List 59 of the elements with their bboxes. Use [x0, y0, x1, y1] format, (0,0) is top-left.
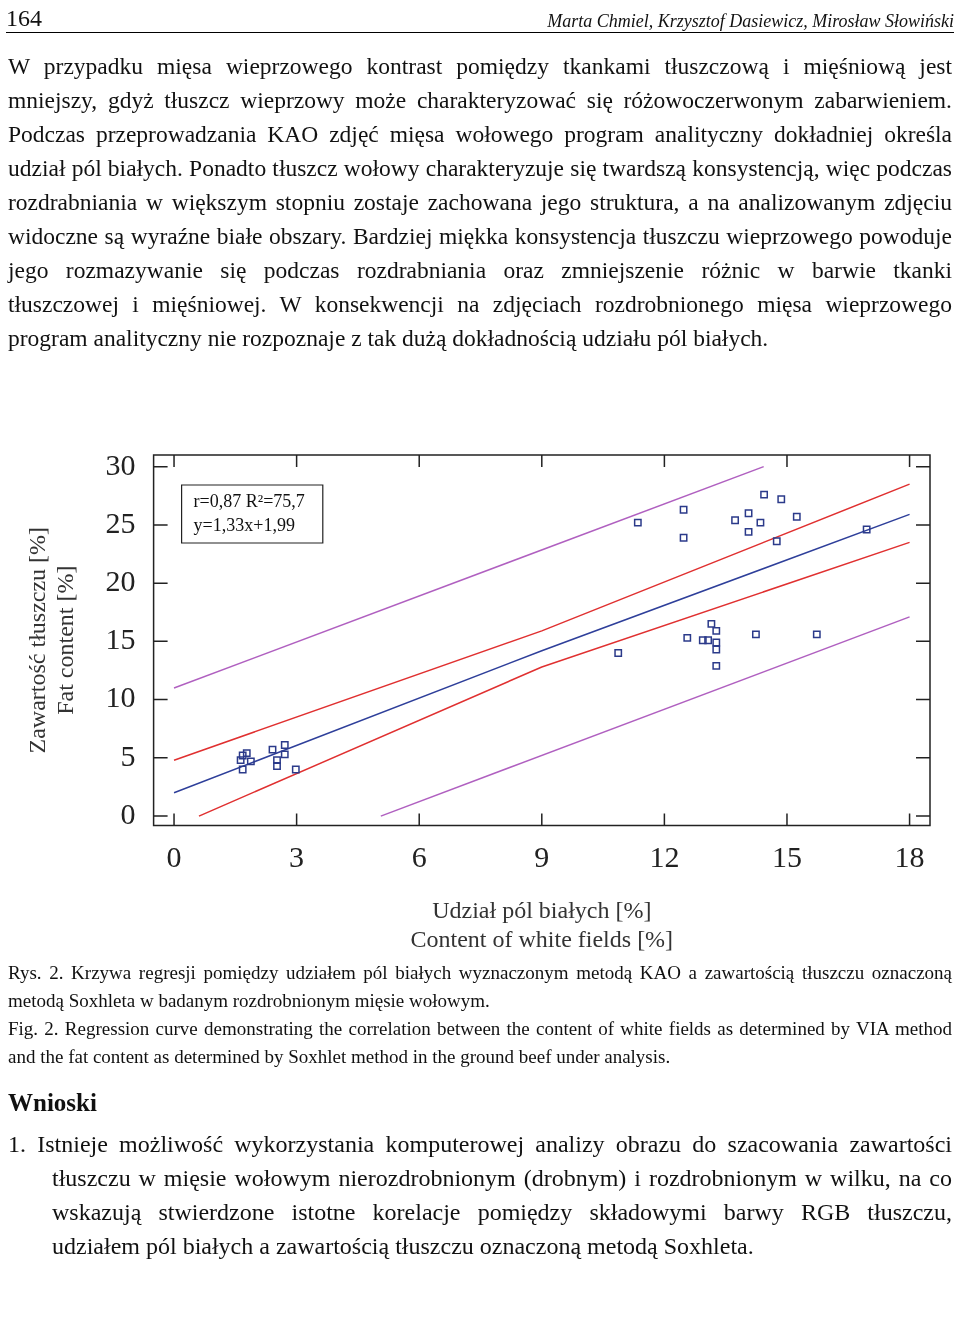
- point: [812, 630, 821, 639]
- point: [268, 745, 277, 754]
- point: [238, 765, 247, 774]
- text: 164: [6, 5, 42, 32]
- y-tick-label: 30: [105, 447, 136, 481]
- x-tick-label: 18: [894, 840, 925, 874]
- point: [273, 756, 281, 765]
- y-tick-label: 5: [120, 738, 136, 772]
- point: [792, 512, 801, 521]
- point: [280, 741, 289, 749]
- point: [712, 661, 721, 670]
- point: [777, 495, 786, 504]
- y-tick-label: 15: [105, 622, 136, 656]
- point: [712, 626, 721, 635]
- point: [236, 756, 245, 765]
- x-axis-title: Udział pól białych [%] Content of white fields [%]: [410, 897, 674, 952]
- point: [712, 638, 721, 647]
- y-tick-label: 25: [105, 505, 136, 539]
- point: [679, 533, 688, 542]
- y-axis-title: Zawartość tłuszczu [%] Fat content [%]: [23, 526, 79, 754]
- text: 1. Istnieje możliwość wykorzystania komputerowej analizy obrazu do szacowania zawartości tłuszczu w mięsie wołowym nierozdrobnionym (drobnym) i rozdrobnionym w wilku, na co wskazują stwierdzone istotne korelacje pomiędzy składowymi barwy RGB tłuszczu, udziałem pól białych a zawartością tłuszczu oznaczoną metodą Soxhleta.: [8, 1130, 952, 1261]
- point: [704, 636, 713, 645]
- annotation: r=0,87 R²=75,7: [193, 490, 305, 511]
- text: Marta Chmiel, Krzysztof Dasiewicz, Mirosław Słowiński: [547, 11, 954, 32]
- point: [291, 765, 300, 774]
- point: [683, 633, 692, 642]
- caption: Fig. 2. Regression curve demonstrating the correlation between the content of white fields as determined by VIA method and the fat content as determined by Soxhlet method in the ground beef under analysis.: [8, 1017, 952, 1069]
- x-tick-label: 3: [289, 840, 305, 874]
- annotation: y=1,33x+1,99: [193, 514, 295, 535]
- y-tick-label: 10: [105, 680, 136, 714]
- x-tick-label: 6: [411, 840, 427, 874]
- text: Rys. 2. Krzywa regresji pomiędzy udziałem pól białych wyznaczonym metodą KAO a zawartością tłuszczu oznaczoną metodą Soxhleta w badanym rozdrobnionym mięsie wołowym.: [8, 961, 952, 1013]
- point: [744, 509, 753, 518]
- point: [273, 762, 281, 770]
- point: [679, 505, 688, 514]
- point: [760, 490, 769, 499]
- point: [698, 636, 707, 645]
- point: [242, 749, 251, 758]
- point: [862, 525, 871, 534]
- point: [614, 649, 623, 657]
- y-tick-label: 0: [120, 796, 136, 830]
- point: [756, 518, 765, 527]
- point: [712, 645, 721, 654]
- point: [246, 757, 255, 766]
- y-tick-label: 20: [105, 564, 136, 597]
- point: [707, 619, 716, 628]
- x-tick-label: 9: [534, 840, 550, 874]
- x-tick-label: 12: [649, 840, 680, 874]
- point: [744, 527, 753, 536]
- point: [731, 516, 740, 525]
- text: W przypadku mięsa wieprzowego kontrast pomiędzy tkankami tłuszczową i mięśniową jest mniejszy, gdyż tłuszcz wieprzowy może charakteryzować się różowoczerwonym zabarwieniem. Podczas przeprowadzania KAO zdjęć mięsa wołowego program analityczny dokładniej określa udział pól białych. Ponadto tłuszcz wołowy charakteryzuje się twardszą konsystencją, więc podczas rozdrabniania w większym stopniu zostaje zachowana jego struktura, a na analizowanym zdjęciu widoczne są wyraźne białe obszary. Bardziej miękka konsystencja tłuszczu wieprzowego powoduje jego rozmazywanie się podczas rozdrabniania oraz zmniejszenie różnic w barwie tkanki tłuszczowej i mięśniowej. W konsekwencji na zdjęciach rozdrobnionego mięsa wieprzowego program analityczny nie rozpoznaje z tak dużą dokładnością udziału pól białych.: [8, 53, 952, 351]
- x-tick-label: 0: [166, 840, 182, 874]
- text: Wnioski: [8, 1089, 98, 1117]
- x-tick-label: 15: [771, 840, 802, 874]
- point: [238, 751, 247, 760]
- point: [280, 750, 289, 759]
- point: [772, 537, 781, 546]
- point: [633, 518, 642, 527]
- point: [751, 630, 760, 639]
